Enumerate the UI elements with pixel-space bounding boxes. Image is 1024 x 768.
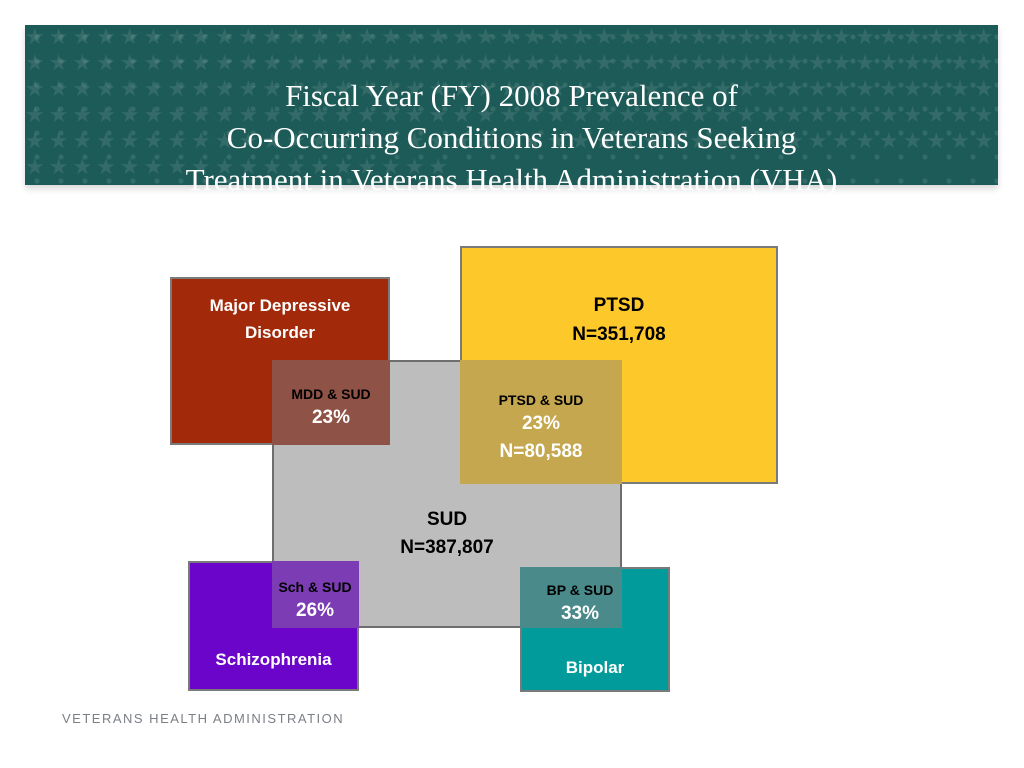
ptsd-sud-percent: 23% (521, 413, 561, 434)
bp-sud-overlap (520, 567, 622, 628)
schizophrenia-label: Schizophrenia (215, 650, 332, 669)
sch-sud-overlap (272, 561, 359, 628)
bp-sud-percent: 33% (560, 603, 600, 624)
mdd-sud-percent: 23% (311, 407, 351, 428)
star-pattern-decoration: ★★★★★★★★★★★★★★★★★★★★★★★★★★★★★★★★★★★★★★★★… (25, 25, 998, 180)
sud-label-group: SUD N=387,807 (272, 506, 622, 562)
sch-sud-label: Sch & SUD (278, 579, 352, 595)
mdd-sud-overlap (272, 360, 390, 445)
title-line-2: Co-Occurring Conditions in Veterans Seek… (226, 120, 797, 155)
title-banner: ★★★★★★★★★★★★★★★★★★★★★★★★★★★★★★★★★★★★★★★★… (25, 25, 998, 197)
footer-text: VETERANS HEALTH ADMINISTRATION (62, 711, 345, 726)
mdd-label: Major Depressive Disorder (209, 296, 351, 342)
sud-count: N=387,807 (400, 537, 494, 558)
sch-sud-label-group: Sch & SUD 26% (256, 577, 374, 625)
bp-sud-label-group: BP & SUD 33% (520, 580, 640, 628)
ptsd-label-group: PTSD N=351,708 (460, 291, 778, 349)
sch-sud-percent: 26% (295, 600, 335, 621)
ptsd-label: PTSD (593, 295, 645, 316)
title-line-3: Treatment in Veterans Health Administrat… (185, 162, 838, 197)
bipolar-label: Bipolar (565, 658, 625, 677)
ptsd-sud-label-group: PTSD & SUD 23% N=80,588 (460, 390, 622, 466)
mdd-sud-label: MDD & SUD (291, 386, 371, 402)
ptsd-sud-overlap (460, 360, 622, 484)
ptsd-sud-count: N=80,588 (499, 441, 583, 462)
title-line-1: Fiscal Year (FY) 2008 Prevalence of (285, 78, 738, 113)
ptsd-sud-label: PTSD & SUD (498, 392, 584, 408)
ptsd-count: N=351,708 (572, 324, 666, 345)
bp-sud-label: BP & SUD (546, 582, 614, 598)
mdd-sud-label-group: MDD & SUD 23% (272, 384, 390, 432)
sud-label: SUD (426, 509, 468, 530)
page-title: Fiscal Year (FY) 2008 Prevalence of Co-O… (25, 75, 998, 201)
